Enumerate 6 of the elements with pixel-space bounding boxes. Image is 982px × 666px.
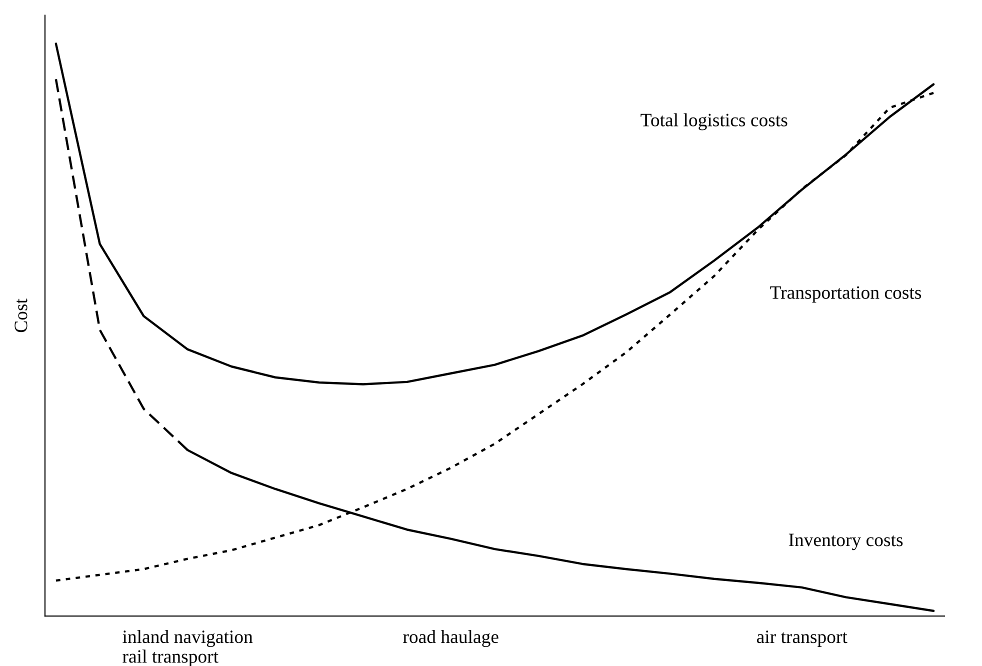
x-tick-label: road haulage [403, 630, 498, 647]
x-tick-label: air transport [756, 630, 848, 647]
series-label: Inventory costs [788, 534, 903, 550]
y-axis-title: Cost [14, 298, 28, 332]
text: Transportation costs [770, 286, 922, 303]
text: Total logistics costs [640, 113, 788, 130]
